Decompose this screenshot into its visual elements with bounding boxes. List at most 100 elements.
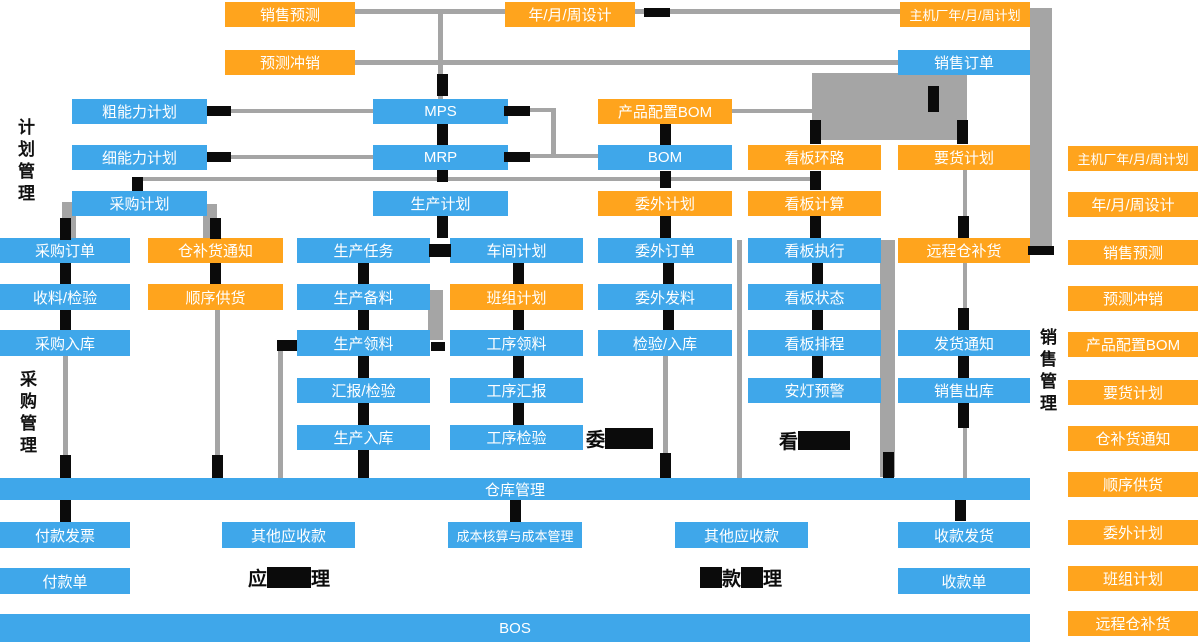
- connector-line: [355, 60, 898, 65]
- connector-line: [963, 427, 967, 478]
- connector-node: [928, 86, 939, 112]
- module-box-kanban-calc: 看板计算: [748, 191, 881, 216]
- module-box-purchase-inbound: 采购入库: [0, 330, 130, 356]
- redacted-label-text: 理: [763, 569, 783, 590]
- module-box-andon-warning: 安灯预警: [748, 378, 881, 403]
- connector-node: [957, 120, 968, 144]
- redacted-label-text: 看: [779, 432, 799, 453]
- connector-node: [60, 455, 71, 478]
- connector-node: [60, 500, 71, 522]
- connector-node: [504, 152, 530, 162]
- connector-node: [883, 452, 894, 478]
- module-box-outsourcing-order: 委外订单: [598, 238, 732, 263]
- module-box-production-prepare: 生产备料: [297, 284, 430, 310]
- connector-line: [438, 11, 443, 99]
- redacted-label-text: 应: [248, 569, 268, 590]
- module-box-rail-team-plan: 班组计划: [1068, 566, 1198, 591]
- connector-node: [513, 263, 524, 284]
- connector-node: [210, 218, 221, 239]
- connector-line: [880, 240, 895, 477]
- connector-block: [1030, 8, 1052, 246]
- connector-node: [207, 106, 231, 116]
- connector-node: [812, 310, 823, 330]
- warehouse-management-label: 仓库管理: [484, 481, 545, 499]
- connector-node: [513, 310, 524, 330]
- connector-line: [215, 310, 220, 478]
- module-box-outsourcing-issue: 委外发料: [598, 284, 732, 310]
- redacted-label-text: 委: [586, 430, 606, 451]
- connector-node: [510, 500, 521, 522]
- module-box-rail-remote-warehouse-replenish: 远程仓补货: [1068, 611, 1198, 636]
- module-box-purchase-order: 采购订单: [0, 238, 130, 263]
- connector-node: [513, 403, 524, 425]
- connector-node: [812, 263, 823, 284]
- module-box-kanban-schedule: 看板排程: [748, 330, 881, 356]
- module-box-rail-sequence-supply: 顺序供货: [1068, 472, 1198, 497]
- module-box-receipt-delivery: 收款发货: [898, 522, 1030, 548]
- module-box-payment-slip: 付款单: [0, 568, 130, 594]
- module-box-delivery-plan: 要货计划: [898, 145, 1030, 170]
- connector-node: [437, 124, 448, 145]
- warehouse-management-bar: 仓库管理: [0, 478, 1030, 500]
- module-box-report-inspection: 汇报/检验: [297, 378, 430, 403]
- redaction-bar: [741, 567, 764, 588]
- module-box-bom: BOM: [598, 145, 732, 170]
- connector-node: [663, 263, 674, 284]
- module-box-oem-year-month-week-plan-top: 主机厂年/月/周计划: [900, 2, 1030, 27]
- module-box-remote-warehouse-replenish: 远程仓补货: [898, 238, 1030, 263]
- connector-node: [277, 340, 297, 351]
- connector-node: [1028, 246, 1054, 255]
- module-box-sequence-supply: 顺序供货: [148, 284, 283, 310]
- connector-line: [530, 108, 555, 112]
- module-box-receiving-inspection: 收料/检验: [0, 284, 130, 310]
- connector-line: [963, 263, 967, 310]
- module-box-purchase-plan: 采购计划: [72, 191, 207, 216]
- outsourcing-mgmt-label: 委: [586, 425, 654, 452]
- module-box-process-inspection: 工序检验: [450, 425, 583, 450]
- connector-node: [810, 171, 821, 190]
- connector-node: [663, 310, 674, 330]
- connector-line: [278, 344, 283, 478]
- module-box-rail-warehouse-replenish-notice: 仓补货通知: [1068, 426, 1198, 451]
- connector-node: [358, 403, 369, 425]
- connector-node: [810, 216, 821, 238]
- bos-bar: BOS: [0, 614, 1030, 642]
- connector-line: [551, 108, 556, 158]
- redaction-bar: [700, 567, 722, 588]
- bos-label: BOS: [499, 619, 531, 637]
- connector-node: [660, 171, 671, 188]
- module-box-workshop-plan: 车间计划: [450, 238, 583, 263]
- module-box-rail-forecast-writeoff: 预测冲销: [1068, 286, 1198, 311]
- module-box-product-config-bom: 产品配置BOM: [598, 99, 732, 124]
- connector-line: [963, 170, 967, 220]
- connector-node: [513, 356, 524, 378]
- connector-node: [429, 244, 451, 257]
- module-box-other-receivable-2: 其他应收款: [675, 522, 808, 548]
- module-box-production-inbound: 生产入库: [297, 425, 430, 450]
- payable-mgmt-label: 应理: [248, 564, 330, 591]
- module-box-other-receivable-1: 其他应收款: [222, 522, 355, 548]
- connector-line: [228, 155, 373, 159]
- module-box-receipt-slip: 收款单: [898, 568, 1030, 594]
- connector-node: [958, 216, 969, 238]
- module-box-delivery-notice: 发货通知: [898, 330, 1030, 356]
- connector-node: [437, 216, 448, 238]
- module-box-rail-sales-forecast: 销售预测: [1068, 240, 1198, 265]
- module-box-payment-invoice: 付款发票: [0, 522, 130, 548]
- module-box-rail-year-month-week-design: 年/月/周设计: [1068, 192, 1198, 217]
- module-box-cost-accounting: 成本核算与成本管理: [448, 522, 582, 548]
- kanban-mgmt-label: 看: [779, 427, 851, 454]
- module-box-year-month-week-design-top: 年/月/周设计: [505, 2, 635, 27]
- connector-node: [132, 177, 143, 191]
- receivable-mgmt-label: 款理: [700, 564, 782, 591]
- connector-line: [732, 109, 812, 113]
- connector-node: [644, 8, 670, 17]
- connector-node: [812, 356, 823, 378]
- module-box-kanban-exec: 看板执行: [748, 238, 881, 263]
- connector-line: [228, 109, 373, 113]
- connector-node: [60, 310, 71, 330]
- connector-line: [63, 356, 68, 478]
- module-box-sales-order: 销售订单: [898, 50, 1030, 75]
- connector-node: [437, 74, 448, 96]
- connector-block: [812, 73, 967, 140]
